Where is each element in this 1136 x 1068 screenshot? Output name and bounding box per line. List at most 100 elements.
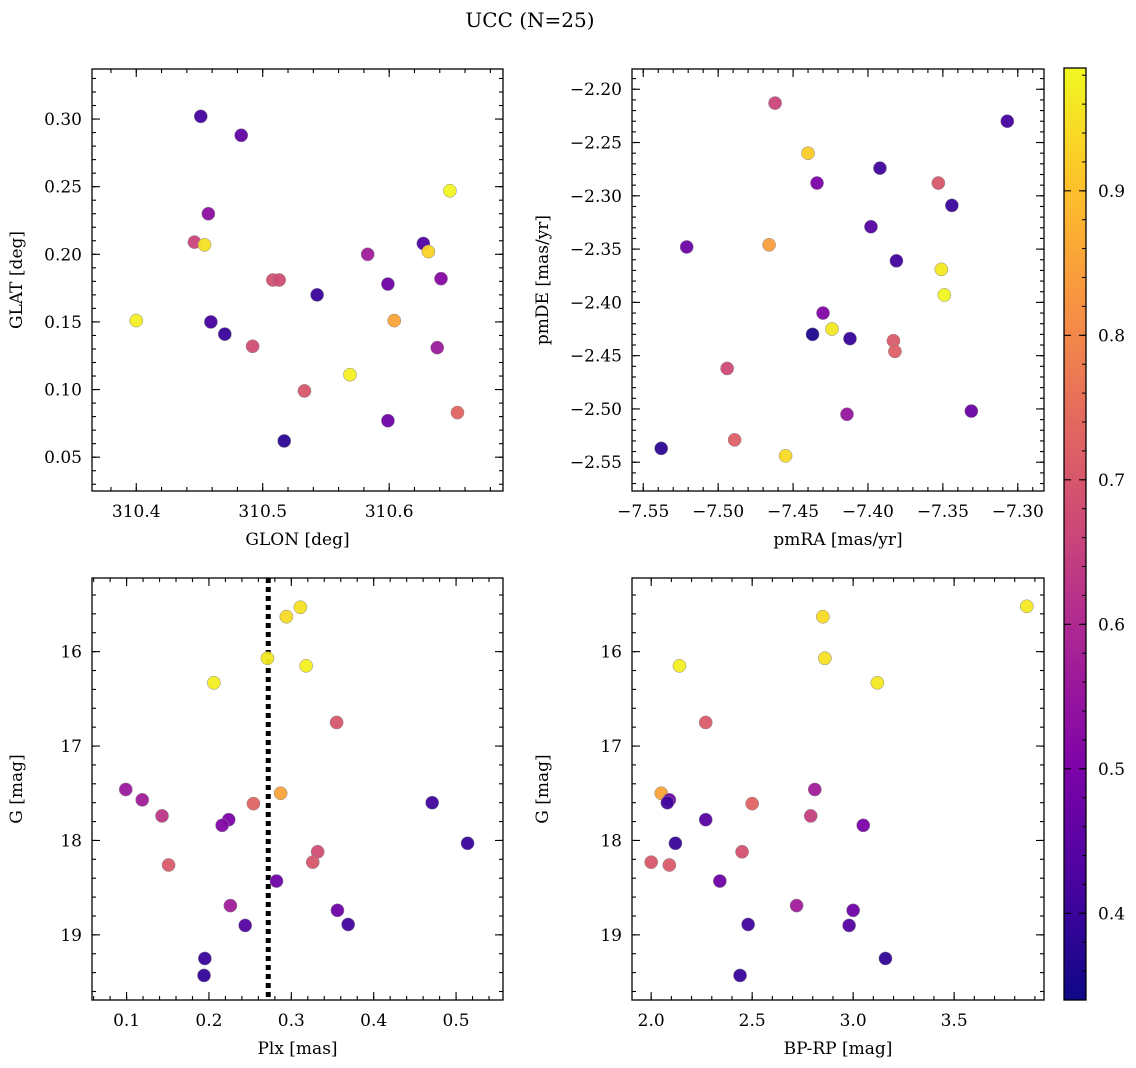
scatter-point: [341, 917, 356, 932]
x-tick-label: −7.55: [617, 502, 669, 522]
scatter-point: [846, 903, 860, 918]
scatter-point: [803, 809, 818, 823]
panel-3: 0.1 0.2 0.3 0.4 0.5 16 17 18 19 Plx [mas] G [mag]: [7, 577, 504, 1059]
scatter-point: [937, 288, 952, 302]
scatter-point: [381, 277, 395, 291]
x-axis-label: BP-RP [mag]: [784, 1039, 893, 1059]
scatter-point: [272, 273, 287, 287]
y-tick-label: −2.45: [570, 347, 622, 367]
scatter-point: [660, 795, 675, 810]
scatter-point: [733, 968, 747, 983]
scatter-point: [964, 404, 979, 418]
scatter-point: [217, 327, 232, 341]
tick-marks: [92, 69, 503, 491]
colorbar-tick-label: 0.8: [1098, 326, 1125, 346]
scatter-point: [297, 384, 312, 398]
x-tick-label: 2.5: [739, 1011, 766, 1031]
scatter-point: [299, 658, 313, 673]
colorbar-tick-label: 0.9: [1098, 182, 1125, 202]
scatter-point: [279, 609, 294, 624]
x-tick-label: 310.6: [365, 502, 414, 522]
scatter-point: [878, 951, 893, 966]
y-tick-label: −2.55: [570, 453, 622, 473]
scatter-point: [161, 858, 176, 872]
scatter-point: [460, 836, 475, 851]
x-tick-label: 310.5: [238, 502, 287, 522]
y-tick-label: 17: [600, 737, 622, 757]
scatter-point: [215, 818, 229, 833]
scatter-point: [870, 675, 885, 690]
y-axis-label: pmDE [mas/yr]: [533, 215, 553, 345]
scatter-point: [310, 288, 324, 302]
scatter-point: [343, 367, 357, 382]
panels-group: 310.4 310.5 310.6 0.05 0.10 0.15 0.20 0.25 0.30 G…: [7, 68, 1045, 1059]
scatter-point: [155, 809, 169, 823]
scatter-point: [801, 146, 815, 161]
scatter-point: [662, 858, 677, 872]
scatter-point: [668, 836, 683, 851]
scatter-point: [129, 313, 144, 328]
colorbar-tick-label: 0.5: [1098, 760, 1125, 780]
scatter-point: [873, 161, 887, 175]
colorbar-tick-label: 0.6: [1098, 615, 1125, 635]
x-tick-label: −7.40: [842, 502, 894, 522]
y-axis-label: G [mag]: [7, 754, 27, 823]
y-tick-label: 19: [600, 926, 622, 946]
x-tick-label: −7.30: [992, 502, 1044, 522]
scatter-point: [430, 340, 445, 355]
y-axis-label: G [mag]: [533, 754, 553, 823]
x-tick-label: 3.0: [840, 1011, 867, 1031]
y-tick-label: −2.35: [570, 240, 622, 260]
y-tick-label: 0.10: [44, 381, 82, 401]
scatter-point: [330, 903, 345, 918]
scatter-point: [246, 796, 261, 811]
scatter-point: [269, 874, 284, 888]
scatter-point: [293, 600, 308, 615]
colorbar-bar: [1063, 67, 1087, 1001]
plot-frame: [91, 577, 504, 1001]
plot-frame: [91, 68, 504, 492]
scatter-point: [1000, 114, 1015, 129]
colorbar-tick-label: 0.4: [1098, 904, 1125, 924]
scatter-point: [197, 968, 211, 983]
panel-2: −7.55 −7.50 −7.45 −7.40 −7.35 −7.30 −2.55 −2.50…: [533, 68, 1045, 550]
y-tick-label: −2.25: [570, 134, 622, 154]
y-tick-label: 0.25: [44, 178, 82, 198]
scatter-point: [778, 448, 793, 463]
scatter-point: [727, 432, 742, 447]
scatter-point: [789, 898, 804, 913]
y-axis-label: GLAT [deg]: [7, 231, 27, 329]
scatter-point: [698, 715, 713, 730]
scatter-point: [889, 253, 904, 268]
x-tick-label: 0.5: [443, 1011, 470, 1031]
x-tick-label: 310.4: [112, 502, 161, 522]
tick-marks: [632, 578, 1044, 1000]
scatter-point: [273, 786, 288, 801]
scatter-point: [197, 237, 212, 252]
y-tick-label: 0.15: [44, 313, 82, 333]
x-tick-label: −7.45: [767, 502, 819, 522]
scatter-point: [1019, 599, 1034, 614]
tick-marks: [632, 69, 1044, 491]
scatter-point: [768, 96, 782, 110]
scatter-point: [654, 441, 669, 456]
scatter-point: [679, 240, 694, 254]
x-tick-label: 3.5: [941, 1011, 968, 1031]
x-tick-label: 0.2: [195, 1011, 222, 1031]
scatter-point: [443, 183, 457, 198]
scatter-point: [260, 651, 275, 666]
scatter-point: [735, 844, 749, 859]
tick-marks: [92, 578, 503, 1000]
scatter-point: [204, 315, 218, 329]
scatter-point: [207, 675, 221, 690]
panel-1: 310.4 310.5 310.6 0.05 0.10 0.15 0.20 0.25 0.30 G…: [7, 68, 504, 550]
scatter-point: [843, 331, 857, 346]
scatter-point: [644, 855, 659, 870]
y-tick-label: −2.40: [570, 293, 622, 313]
scatter-point: [762, 237, 776, 252]
figure-title: UCC (N=25): [465, 8, 594, 32]
scatter-point: [816, 609, 830, 624]
y-tick-label: 0.05: [44, 448, 82, 468]
scatter-point: [234, 128, 249, 143]
